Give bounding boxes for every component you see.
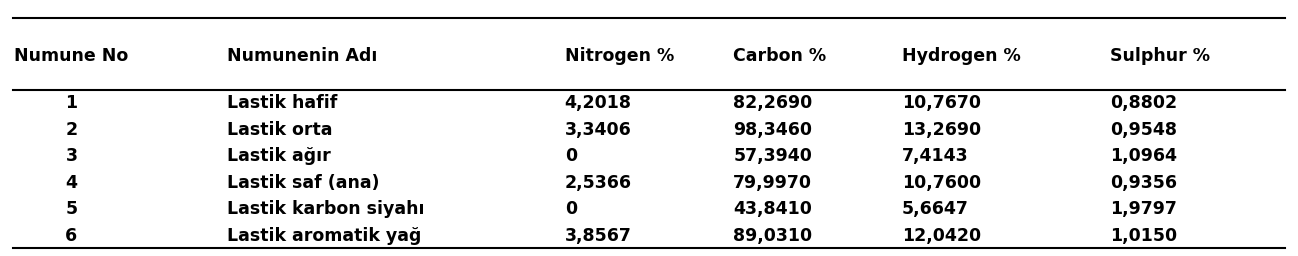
Text: 79,9970: 79,9970 — [733, 174, 813, 192]
Text: 1: 1 — [65, 94, 78, 112]
Text: Lastik ağır: Lastik ağır — [227, 147, 331, 165]
Text: 10,7600: 10,7600 — [902, 174, 981, 192]
Text: 57,3940: 57,3940 — [733, 147, 813, 165]
Text: Carbon %: Carbon % — [733, 47, 827, 65]
Text: Lastik karbon siyahı: Lastik karbon siyahı — [227, 200, 424, 218]
Text: 0,9356: 0,9356 — [1110, 174, 1177, 192]
Text: 5: 5 — [65, 200, 78, 218]
Text: Nitrogen %: Nitrogen % — [565, 47, 674, 65]
Text: 13,2690: 13,2690 — [902, 121, 981, 138]
Text: 1,0150: 1,0150 — [1110, 227, 1177, 245]
Text: 1,0964: 1,0964 — [1110, 147, 1177, 165]
Text: 2,5366: 2,5366 — [565, 174, 632, 192]
Text: 3: 3 — [65, 147, 78, 165]
Text: 10,7670: 10,7670 — [902, 94, 981, 112]
Text: 0,9548: 0,9548 — [1110, 121, 1177, 138]
Text: 5,6647: 5,6647 — [902, 200, 970, 218]
Text: 4,2018: 4,2018 — [565, 94, 632, 112]
Text: 2: 2 — [65, 121, 78, 138]
Text: 82,2690: 82,2690 — [733, 94, 813, 112]
Text: 6: 6 — [65, 227, 78, 245]
Text: Numunenin Adı: Numunenin Adı — [227, 47, 378, 65]
Text: 3,8567: 3,8567 — [565, 227, 632, 245]
Text: 0,8802: 0,8802 — [1110, 94, 1177, 112]
Text: 0: 0 — [565, 147, 576, 165]
Text: Sulphur %: Sulphur % — [1110, 47, 1210, 65]
Text: 12,0420: 12,0420 — [902, 227, 981, 245]
Text: 4: 4 — [65, 174, 78, 192]
Text: 98,3460: 98,3460 — [733, 121, 813, 138]
Text: 1,9797: 1,9797 — [1110, 200, 1177, 218]
Text: Lastik hafif: Lastik hafif — [227, 94, 337, 112]
Text: 3,3406: 3,3406 — [565, 121, 631, 138]
Text: 89,0310: 89,0310 — [733, 227, 813, 245]
Text: Lastik saf (ana): Lastik saf (ana) — [227, 174, 379, 192]
Text: Lastik aromatik yağ: Lastik aromatik yağ — [227, 227, 422, 245]
Text: Lastik orta: Lastik orta — [227, 121, 332, 138]
Text: 0: 0 — [565, 200, 576, 218]
Text: 7,4143: 7,4143 — [902, 147, 968, 165]
Text: 43,8410: 43,8410 — [733, 200, 813, 218]
Text: Numune No: Numune No — [14, 47, 129, 65]
Text: Hydrogen %: Hydrogen % — [902, 47, 1020, 65]
